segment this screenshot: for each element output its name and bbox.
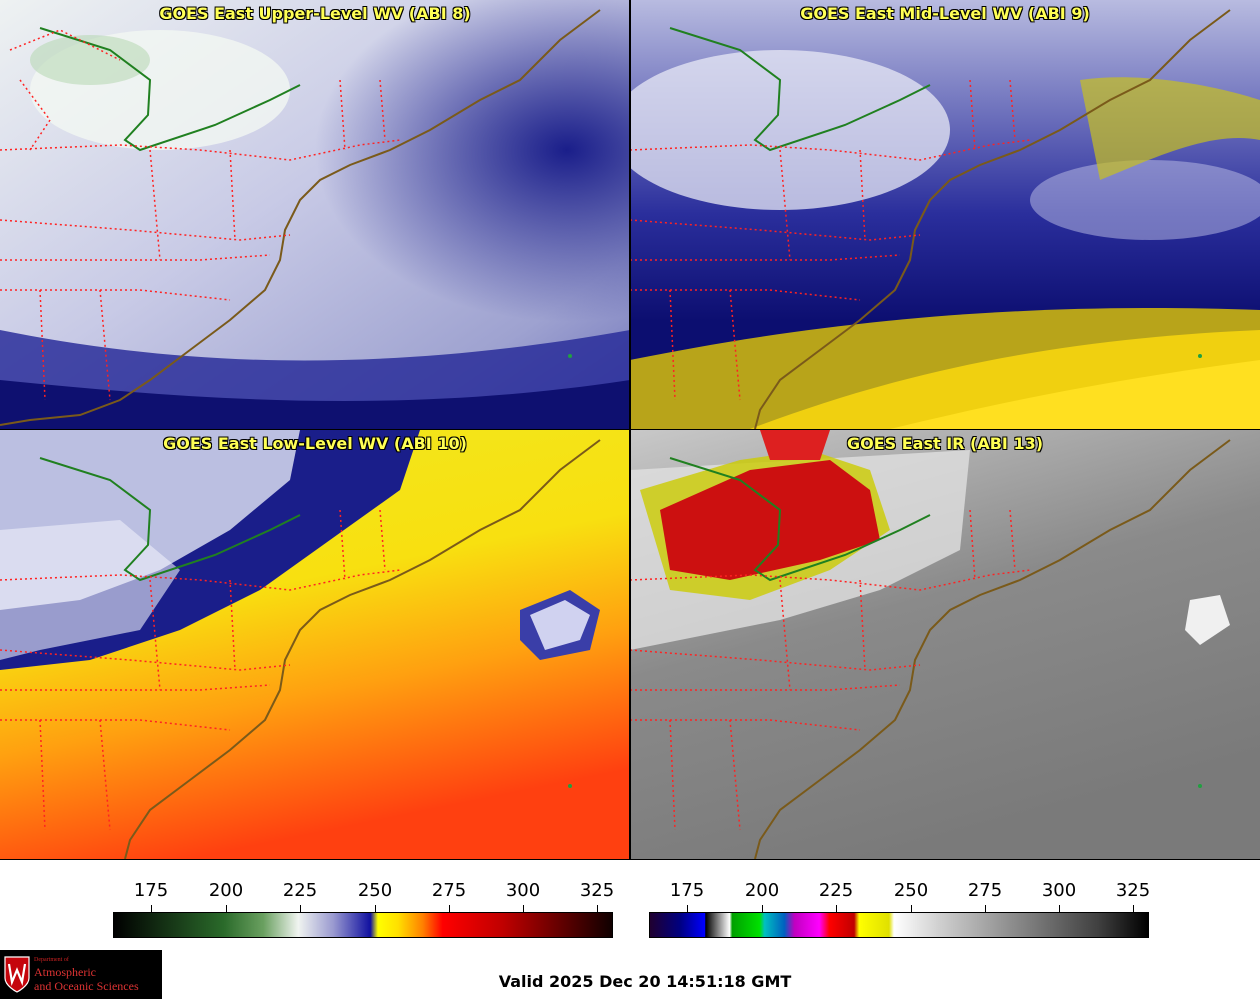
tick-mark [151,905,152,913]
tick-mark [762,905,763,913]
tick-label: 275 [967,880,1003,901]
panel-mid-level-wv: GOES East Mid-Level WV (ABI 9) [630,0,1260,429]
ir-image [630,430,1260,859]
panel-ir: GOES East IR (ABI 13) [630,430,1260,859]
wv-colorbar [113,912,613,938]
panel-low-level-wv: GOES East Low-Level WV (ABI 10) [0,430,630,859]
ir-colorbar-ticks: 175 200 225 250 275 300 325 [649,880,1150,913]
tick-mark [687,905,688,913]
low-level-wv-image [0,430,630,859]
tick-label: 275 [431,880,467,901]
tick-mark [597,905,598,913]
panel-title: GOES East Mid-Level WV (ABI 9) [800,4,1090,23]
tick-mark [1059,905,1060,913]
tick-label: 175 [669,880,705,901]
tick-mark [911,905,912,913]
mid-level-wv-image [630,0,1260,429]
panel-divider-vertical [629,0,631,860]
valid-time: Valid 2025 Dec 20 14:51:18 GMT [498,972,792,991]
upper-level-wv-image [0,0,630,429]
panel-title: GOES East Upper-Level WV (ABI 8) [159,4,471,23]
tick-label: 200 [208,880,244,901]
tick-label: 250 [893,880,929,901]
tick-label: 200 [744,880,780,901]
panel-title: GOES East IR (ABI 13) [846,434,1044,453]
wv-colorbar-ticks: 175 200 225 250 275 300 325 [113,880,614,913]
tick-label: 325 [579,880,615,901]
tick-mark [523,905,524,913]
logo-line1: Atmospheric [34,965,96,979]
ir-colorbar [649,912,1149,938]
uw-shield-icon [4,956,30,993]
tick-label: 250 [357,880,393,901]
tick-label: 325 [1115,880,1151,901]
panel-divider-bottom [0,859,1260,860]
aos-logo[interactable]: Department of Atmospheric and Oceanic Sc… [0,950,162,999]
logo-dept-text: Department of [34,957,69,963]
tick-label: 175 [133,880,169,901]
tick-mark [300,905,301,913]
tick-label: 225 [282,880,318,901]
tick-mark [836,905,837,913]
tick-mark [449,905,450,913]
tick-mark [226,905,227,913]
tick-label: 300 [505,880,541,901]
panel-divider-horizontal [0,429,1260,430]
tick-mark [375,905,376,913]
tick-mark [1133,905,1134,913]
tick-mark [985,905,986,913]
tick-label: 225 [818,880,854,901]
tick-label: 300 [1041,880,1077,901]
logo-line2: and Oceanic Sciences [34,979,139,993]
panel-title: GOES East Low-Level WV (ABI 10) [163,434,467,453]
panel-upper-level-wv: GOES East Upper-Level WV (ABI 8) [0,0,630,429]
